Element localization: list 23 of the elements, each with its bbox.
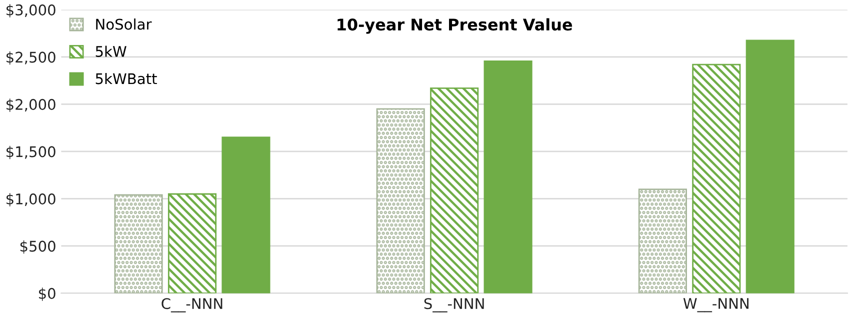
legend-label: NoSolar xyxy=(96,18,152,30)
y-tick-label: $2,500 xyxy=(6,51,56,65)
legend-label: 5kWBatt xyxy=(96,72,157,84)
y-tick-label: $1,500 xyxy=(6,146,56,160)
y-tick-label: $500 xyxy=(20,240,56,254)
bar xyxy=(484,60,532,294)
bar xyxy=(376,108,425,294)
bar xyxy=(692,64,741,294)
y-tick-label: $1,000 xyxy=(6,193,56,206)
bar xyxy=(222,136,270,294)
bar xyxy=(746,40,794,294)
x-tick-label: C__-NNN xyxy=(162,298,222,312)
legend-label: 5kW xyxy=(96,46,126,57)
bar xyxy=(638,188,687,294)
text: 10-year Net Present Value xyxy=(338,18,572,34)
bar xyxy=(430,87,479,294)
x-tick-label: W__-NNN xyxy=(683,298,748,312)
y-tick-label: $3,000 xyxy=(6,4,56,18)
bar xyxy=(114,194,163,294)
y-tick-label: $2,000 xyxy=(6,98,56,112)
bar xyxy=(168,193,217,294)
x-tick-label: S__-NNN xyxy=(424,298,484,312)
y-tick-label: $0 xyxy=(38,288,56,301)
